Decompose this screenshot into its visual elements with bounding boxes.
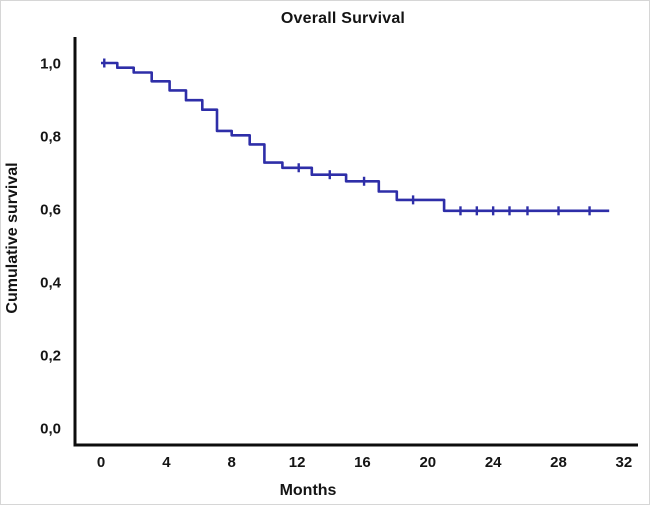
- x-tick-label: 32: [616, 454, 633, 471]
- y-tick-label: 0,8: [40, 129, 61, 146]
- y-tick-label: 0,6: [40, 202, 61, 219]
- chart-title: Overall Survival: [281, 10, 405, 27]
- x-tick-label: 28: [550, 454, 567, 471]
- x-tick-label: 24: [485, 454, 502, 471]
- y-tick-label: 0,2: [40, 348, 61, 365]
- x-axis-label: Months: [280, 482, 337, 499]
- y-tick-label: 0,0: [40, 421, 61, 438]
- x-tick-labels: 0 4 8 12 16 20 24 28 32: [97, 454, 632, 471]
- x-tick-label: 0: [97, 454, 105, 471]
- y-tick-label: 0,4: [40, 275, 62, 292]
- x-tick-label: 4: [162, 454, 171, 471]
- y-tick-label: 1,0: [40, 56, 61, 73]
- censor-marks: [103, 58, 591, 216]
- survival-curve: [101, 61, 610, 213]
- x-tick-label: 8: [228, 454, 236, 471]
- y-tick-labels: 1,0 0,8 0,6 0,4 0,2 0,0: [40, 56, 62, 438]
- x-tick-label: 20: [419, 454, 436, 471]
- x-tick-label: 12: [289, 454, 306, 471]
- y-axis-label: Cumulative survival: [4, 162, 21, 313]
- x-tick-label: 16: [354, 454, 371, 471]
